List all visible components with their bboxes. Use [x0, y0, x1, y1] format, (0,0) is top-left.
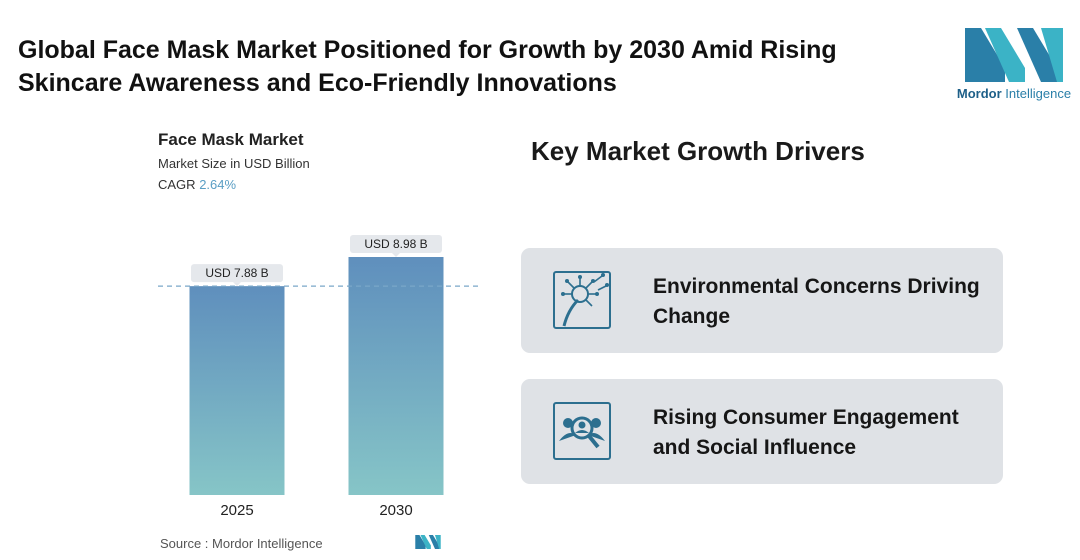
- chart-subtitle: Market Size in USD Billion: [158, 156, 310, 171]
- x-tick-label-2030: 2030: [379, 502, 412, 519]
- data-label-pointer: [392, 253, 400, 257]
- data-label-bg-2030: [350, 235, 442, 253]
- data-label-bg-2025: [191, 264, 283, 283]
- cagr-label: CAGR: [158, 177, 196, 192]
- x-tick-label-2025: 2025: [220, 502, 253, 519]
- drivers-title: Key Market Growth Drivers: [531, 136, 865, 166]
- mini-logo-icon: [415, 535, 441, 549]
- driver-label: Environmental Concerns Driving Change: [653, 275, 980, 328]
- driver-card-environmental: Environmental Concerns Driving Change: [521, 248, 1003, 353]
- driver-card-consumer: Rising Consumer Engagement and Social In…: [521, 379, 1003, 484]
- people-magnifier-icon: [552, 401, 612, 461]
- data-label-pointer: [233, 282, 241, 287]
- bar-2030: [348, 257, 444, 495]
- logo-mark-icon: [965, 28, 1063, 82]
- data-label-2030: USD 8.98 B: [364, 237, 427, 251]
- logo-wordmark: Mordor Intelligence: [955, 86, 1073, 101]
- source-note: Source : Mordor Intelligence: [160, 536, 323, 551]
- driver-label: Rising Consumer Engagement and Social In…: [653, 406, 959, 459]
- chart-title: Face Mask Market: [158, 130, 304, 149]
- mordor-intelligence-logo: Mordor Intelligence: [955, 28, 1073, 106]
- logo-brand-rest: Intelligence: [1001, 86, 1072, 101]
- bar-chart: USD 7.88 B 2025 USD 8.98 B 2030: [158, 235, 480, 519]
- cagr-value: 2.64%: [199, 177, 237, 192]
- cagr-line: CAGR 2.64%: [158, 177, 310, 192]
- bar-2025: [189, 286, 285, 495]
- logo-brand-bold: Mordor: [956, 86, 1002, 101]
- data-label-2025: USD 7.88 B: [205, 266, 268, 280]
- page-title: Global Face Mask Market Positioned for G…: [18, 36, 837, 97]
- chart-header: Face Mask Market Market Size in USD Bill…: [158, 130, 310, 192]
- dandelion-icon: [552, 270, 612, 330]
